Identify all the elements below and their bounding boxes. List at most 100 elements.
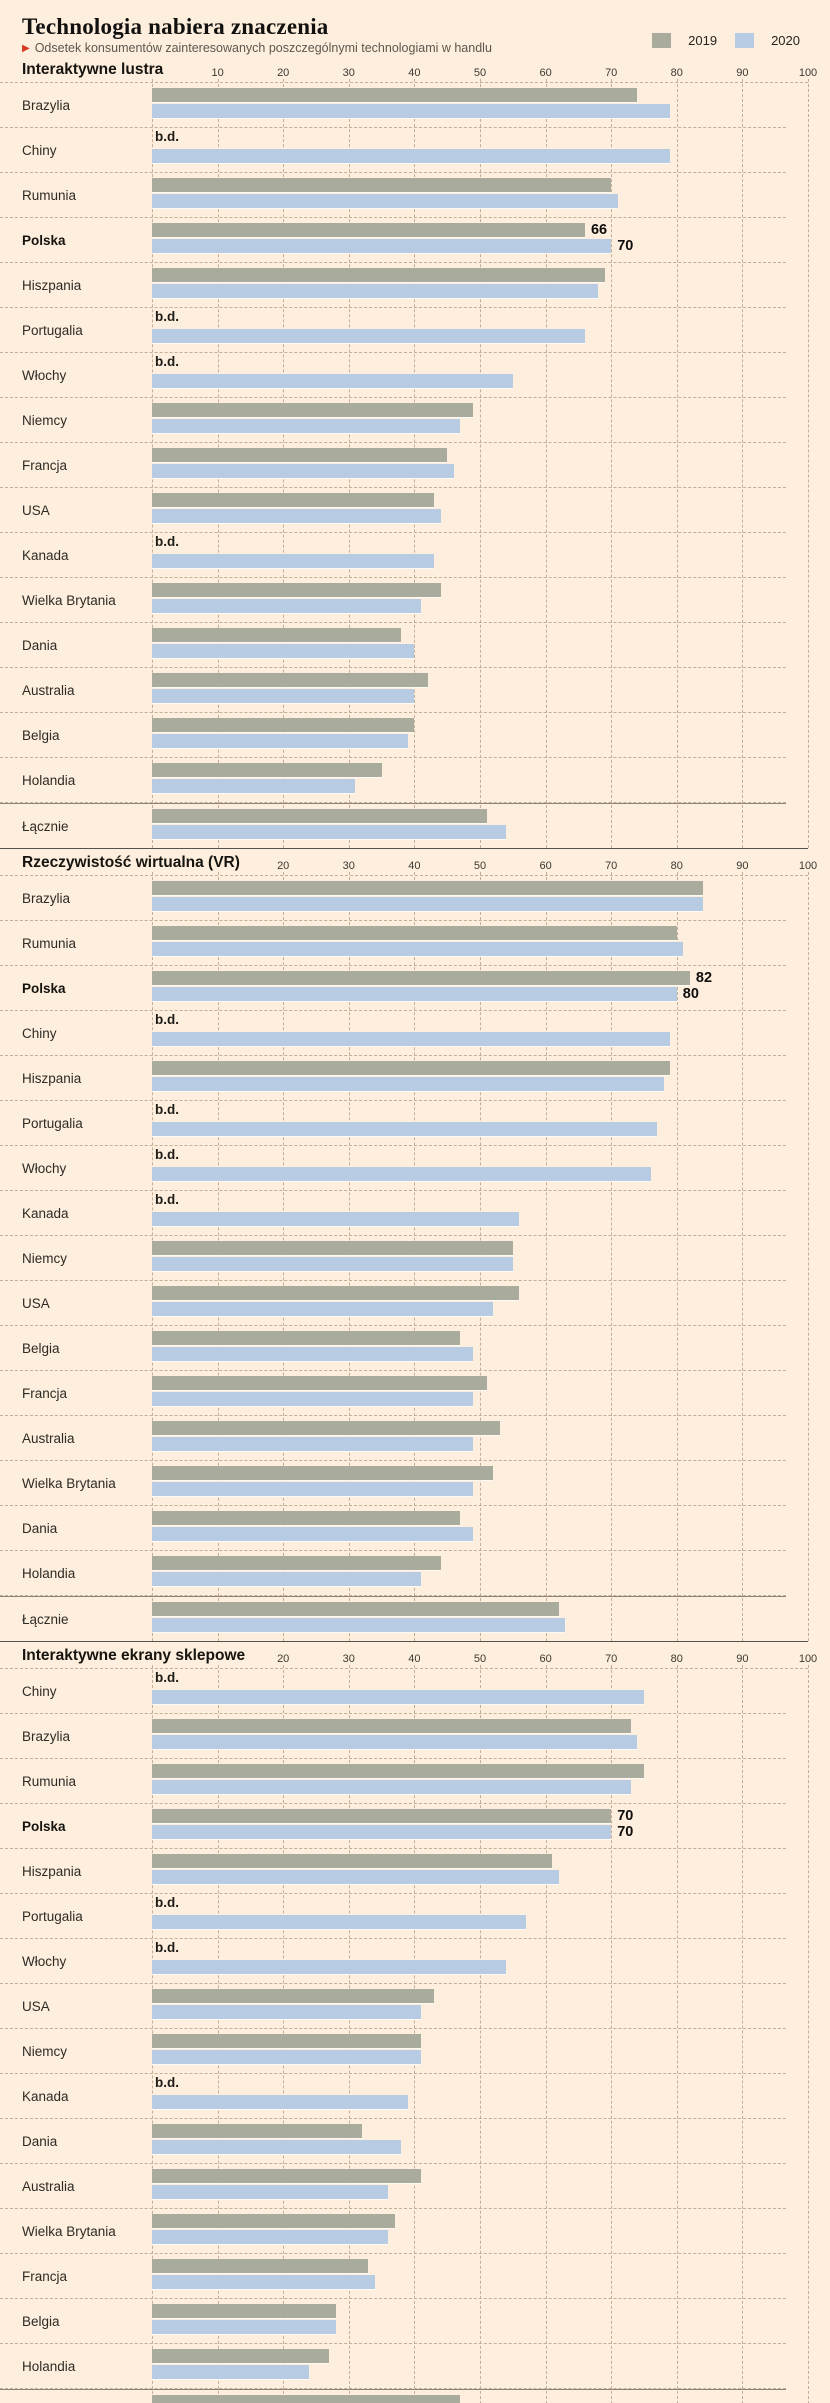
section-baseline xyxy=(0,848,808,849)
table-row: Niemcy xyxy=(0,1236,786,1281)
axis-tick-label: 20 xyxy=(277,67,290,79)
category-label: Włochy xyxy=(22,1160,67,1176)
axis-tick-label: 80 xyxy=(670,860,683,872)
table-row: Brazylia xyxy=(0,876,786,921)
category-label: Holandia xyxy=(22,1565,76,1581)
bar-2020 xyxy=(152,239,612,253)
gridline-0 xyxy=(152,79,153,848)
bar-2019 xyxy=(152,1241,513,1255)
red-triangle-icon: ▶ xyxy=(22,43,30,54)
category-label: Hiszpania xyxy=(22,277,82,293)
category-label: Portugalia xyxy=(22,1115,83,1131)
gridline-90 xyxy=(742,1665,744,2403)
bar-2020 xyxy=(152,644,415,658)
bar-2020 xyxy=(152,1437,474,1451)
bar-2020 xyxy=(152,779,356,793)
gridline-10 xyxy=(217,872,219,1641)
bar-2020 xyxy=(152,2320,336,2334)
category-label: Holandia xyxy=(22,2358,76,2374)
table-row: Chiny b.d. xyxy=(0,1669,786,1714)
gridline-60 xyxy=(545,872,547,1641)
category-label: USA xyxy=(22,502,50,518)
category-label: Rumunia xyxy=(22,1773,77,1789)
bar-2020 xyxy=(152,599,421,613)
gridline-100 xyxy=(808,79,809,848)
table-row: Brazylia xyxy=(0,1714,786,1759)
bar-2019 xyxy=(152,673,428,687)
category-label: Chiny xyxy=(22,1683,57,1699)
table-row: Belgia xyxy=(0,2299,786,2344)
category-label: Portugalia xyxy=(22,322,83,338)
table-row: Francja xyxy=(0,443,786,488)
bar-2019 xyxy=(152,1602,559,1616)
category-label: Łącznie xyxy=(22,818,69,834)
legend-label-2020: 2020 xyxy=(771,33,800,48)
bar-2019 xyxy=(152,628,402,642)
bar-2019 xyxy=(152,763,382,777)
bar-2020 xyxy=(152,2140,402,2154)
bar-2019 xyxy=(152,2169,421,2183)
bar-2019 xyxy=(152,88,638,102)
bar-2019 xyxy=(152,268,605,282)
no-data-label: b.d. xyxy=(155,1147,179,1162)
bar-2020 xyxy=(152,1167,651,1181)
bar-2020 xyxy=(152,284,599,298)
gridline-50 xyxy=(480,79,481,848)
gridline-20 xyxy=(283,872,285,1641)
gridline-30 xyxy=(348,79,350,848)
bar-2020 xyxy=(152,1915,526,1929)
value-label-2020: 70 xyxy=(617,1824,634,1840)
category-label: Niemcy xyxy=(22,1250,68,1266)
table-row: Belgia xyxy=(0,713,786,758)
table-row: Niemcy xyxy=(0,2029,786,2074)
table-row: Francja xyxy=(0,2254,786,2299)
table-row: Polska 66 70 xyxy=(0,218,786,263)
value-label-2020: 80 xyxy=(682,986,699,1002)
bar-2020 xyxy=(152,1618,566,1632)
table-row: USA xyxy=(0,1984,786,2029)
section-rows: Brazylia Chiny b.d. Rumunia Polska 66 70 Hiszpa… xyxy=(0,79,809,848)
table-row: Belgia xyxy=(0,1326,786,1371)
section-title: Interaktywne lustra xyxy=(22,61,164,78)
category-label: Australia xyxy=(22,2178,75,2194)
gridline-80 xyxy=(676,1665,678,2403)
section-3: Interaktywne ekrany sklepowe 20 30 40 50 60 70… xyxy=(0,1642,830,2403)
category-label: Chiny xyxy=(22,1025,57,1041)
category-label: Włochy xyxy=(22,367,67,383)
gridline-100 xyxy=(808,872,809,1641)
table-row: Wielka Brytania xyxy=(0,1461,786,1506)
section-rows: Chiny b.d. Brazylia Rumunia Polska 70 70 Hiszpa… xyxy=(0,1665,809,2403)
bar-2019 xyxy=(152,1466,494,1480)
category-label: Polska xyxy=(22,980,66,996)
no-data-label: b.d. xyxy=(155,354,179,369)
axis-tick-label: 10 xyxy=(211,67,224,79)
axis-tick-label: 30 xyxy=(342,1653,355,1665)
table-row: Wielka Brytania xyxy=(0,578,786,623)
axis-tick-label: 60 xyxy=(539,860,552,872)
table-row: Brazylia xyxy=(0,83,786,128)
bar-2020 xyxy=(152,1825,612,1839)
axis-tick-label: 100 xyxy=(798,860,818,872)
category-label: Australia xyxy=(22,1430,75,1446)
table-row: Australia xyxy=(0,668,786,713)
axis-tick-label: 40 xyxy=(408,860,421,872)
bar-2020 xyxy=(152,2365,310,2379)
table-row: Chiny b.d. xyxy=(0,1011,786,1056)
category-label: Łącznie xyxy=(22,1611,69,1627)
bar-2020 xyxy=(152,1032,671,1046)
bar-2020 xyxy=(152,1527,474,1541)
table-row: Australia xyxy=(0,2164,786,2209)
bar-2020 xyxy=(152,509,441,523)
page-title: Technologia nabiera znaczenia xyxy=(22,14,329,39)
no-data-label: b.d. xyxy=(155,1895,179,1910)
table-row: Portugalia b.d. xyxy=(0,1101,786,1146)
bar-2020 xyxy=(152,374,513,388)
table-row: Rumunia xyxy=(0,921,786,966)
legend-swatch-2019 xyxy=(652,33,672,48)
no-data-label: b.d. xyxy=(155,2075,179,2090)
bar-2019 xyxy=(152,971,690,985)
no-data-label: b.d. xyxy=(155,129,179,144)
gridline-80 xyxy=(676,79,678,848)
bar-2019 xyxy=(152,403,474,417)
